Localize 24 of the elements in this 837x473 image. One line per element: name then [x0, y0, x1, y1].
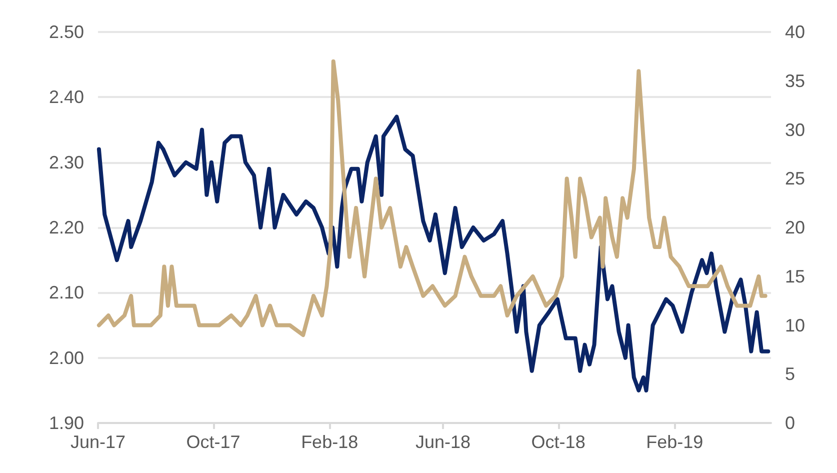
y2-tick-label: 5 [785, 364, 796, 384]
line-series [96, 114, 770, 392]
y2-tick-label: 30 [785, 120, 806, 140]
x-tick-label: Jun-17 [70, 432, 126, 452]
y2-tick-label: 35 [785, 70, 806, 91]
line-series [96, 59, 768, 338]
x-tick-label: Oct-17 [186, 432, 240, 452]
x-tick-label: Feb-19 [646, 432, 704, 452]
y2-tick-label: 40 [785, 22, 806, 42]
y2-tick-label: 25 [785, 168, 806, 189]
y2-tick-label: 0 [785, 413, 796, 433]
y-tick-label: 2.20 [48, 218, 84, 238]
y2-tick-label: 10 [785, 315, 806, 336]
x-tick-label: Jun-18 [415, 432, 471, 452]
y2-tick-label: 20 [785, 218, 806, 238]
y-tick-label: 1.90 [48, 413, 84, 433]
y2-tick-label: 15 [785, 266, 806, 286]
x-tick-label: Feb-18 [301, 432, 358, 452]
x-tick-label: Oct-18 [531, 432, 586, 452]
y-tick-label: 2.40 [48, 87, 84, 108]
y-tick-label: 2.00 [48, 348, 84, 368]
y-tick-label: 2.10 [48, 282, 84, 303]
y-tick-label: 2.30 [48, 152, 84, 172]
y-tick-label: 2.50 [48, 22, 84, 42]
